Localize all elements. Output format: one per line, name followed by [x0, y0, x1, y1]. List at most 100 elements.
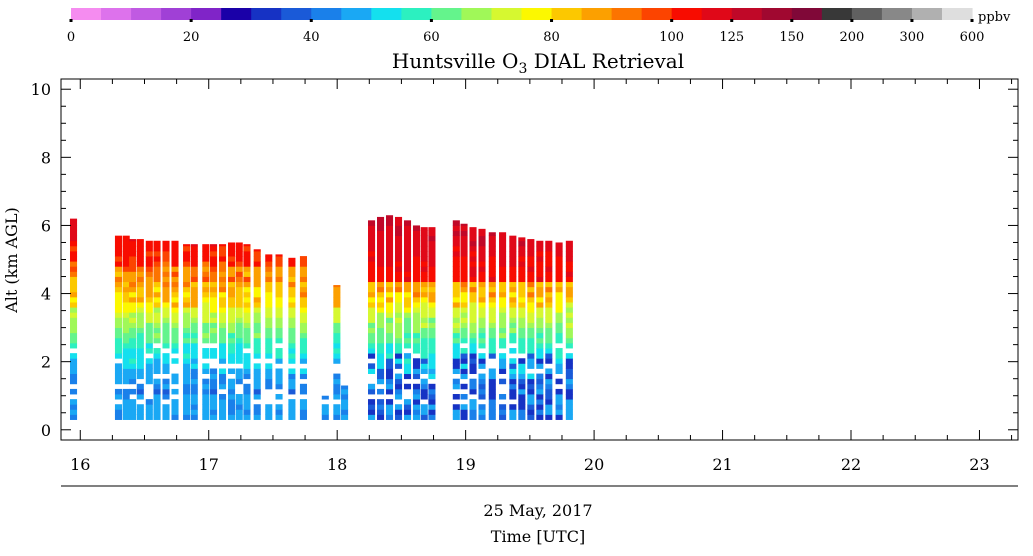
ozone-cell [171, 281, 179, 288]
ozone-cell [299, 317, 307, 323]
ozone-cell [253, 342, 261, 349]
ozone-cell [377, 296, 385, 303]
ozone-cell [136, 271, 144, 277]
ozone-cell [499, 281, 507, 288]
colorbar-swatch [341, 8, 372, 20]
ozone-cell [190, 322, 198, 329]
ozone-cell [275, 312, 283, 318]
ozone-cell [129, 404, 137, 410]
ozone-cell [162, 256, 170, 262]
ozone-cell [565, 363, 573, 369]
ozone-cell [428, 240, 436, 247]
ozone-cell [114, 271, 123, 277]
ozone-cell [114, 388, 123, 395]
ozone-cell [509, 276, 517, 283]
ozone-cell [412, 276, 421, 283]
ozone-cell [452, 378, 460, 385]
ozone-cell [518, 256, 526, 262]
ozone-cell [403, 409, 412, 415]
ozone-cell [219, 378, 227, 385]
ozone-cell [210, 368, 218, 374]
ozone-cell [210, 373, 218, 380]
ozone-cell [536, 358, 544, 364]
ozone-cell [114, 256, 123, 262]
ozone-cell [235, 337, 243, 344]
ozone-cell [420, 256, 428, 262]
ozone-cell [420, 348, 428, 354]
ozone-cell [403, 383, 412, 390]
ozone-cell [275, 317, 283, 323]
ozone-cell [288, 388, 296, 395]
ozone-cell [235, 281, 243, 288]
ozone-cell [545, 291, 553, 298]
ozone-cell [136, 332, 144, 339]
ozone-cell [460, 317, 468, 323]
ozone-cell [162, 317, 170, 323]
ozone-cell [527, 239, 535, 242]
ozone-cell [488, 388, 496, 395]
ozone-cell [183, 244, 191, 247]
ozone-cell [129, 342, 137, 349]
ozone-cell [377, 317, 385, 323]
ozone-cell [394, 271, 403, 277]
ozone-cell [527, 256, 535, 262]
ozone-cell [565, 281, 573, 288]
ozone-cell [460, 245, 468, 252]
ozone-cell [499, 342, 507, 349]
ozone-cell [460, 358, 468, 364]
ozone-cell [265, 332, 273, 339]
ozone-cell [235, 353, 243, 359]
ozone-cell [527, 383, 535, 390]
ozone-cell [227, 245, 236, 252]
ozone-cell [321, 404, 329, 410]
ozone-cell [420, 227, 428, 231]
ozone-cell [460, 240, 468, 247]
ozone-cell [452, 261, 460, 267]
ozone-cell [288, 286, 296, 293]
ozone-cell [153, 307, 161, 313]
ozone-cell [219, 266, 227, 272]
ozone-cell [210, 409, 218, 415]
ozone-cell [555, 348, 563, 354]
ozone-cell [219, 342, 227, 349]
ozone-cell [227, 250, 236, 257]
ozone-cell [420, 394, 428, 400]
ozone-cell [265, 342, 273, 349]
ozone-cell [499, 266, 507, 272]
ozone-cell [219, 404, 227, 410]
ozone-cell [428, 383, 436, 390]
ozone-cell [299, 296, 307, 303]
ozone-cell [403, 353, 412, 359]
ozone-cell [275, 271, 283, 277]
ozone-cell [235, 261, 243, 267]
ozone-cell [368, 404, 376, 410]
profile-column [460, 223, 468, 420]
ozone-cell [527, 363, 535, 369]
ozone-cell [183, 302, 191, 308]
ozone-cell [555, 286, 563, 293]
ozone-cell [275, 383, 283, 390]
ozone-cell [162, 312, 170, 318]
ozone-cell [385, 271, 394, 277]
ozone-cell [488, 281, 496, 288]
ozone-cell [243, 244, 251, 247]
ozone-cell [145, 245, 153, 252]
ozone-cell [420, 261, 428, 267]
ozone-cell [69, 409, 78, 415]
ozone-cell [488, 409, 496, 415]
ozone-cell [536, 276, 544, 283]
ozone-cell [565, 266, 573, 272]
ozone-cell [253, 317, 261, 323]
ozone-cell [136, 245, 144, 252]
ozone-cell [428, 409, 436, 415]
ozone-cell [545, 307, 553, 313]
ozone-cell [129, 363, 137, 369]
colorbar-tick-label: 125 [719, 30, 744, 45]
ozone-cell [488, 266, 496, 272]
ozone-cell [509, 235, 517, 242]
ozone-cell [499, 322, 507, 329]
ozone-cell [394, 266, 403, 272]
ozone-cell [412, 322, 421, 329]
ozone-cell [518, 312, 526, 318]
ozone-cell [377, 291, 385, 298]
